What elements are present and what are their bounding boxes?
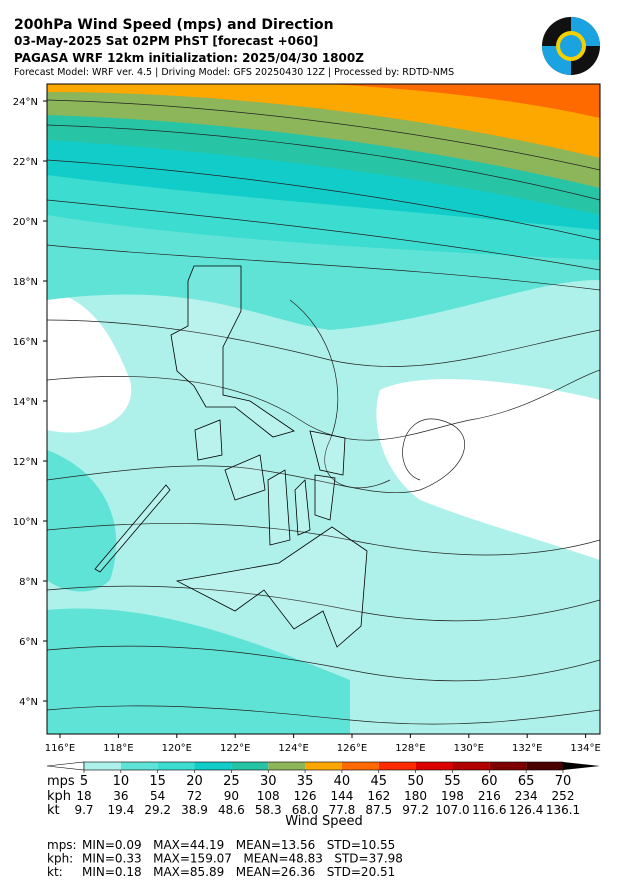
- colorbar-bin: [341, 762, 379, 770]
- stats-unit: kt:: [47, 865, 63, 879]
- colorbar-tick-label: 252: [552, 789, 575, 803]
- colorbar-tick-label: 5: [80, 774, 88, 789]
- stats-values: MIN=0.18 MAX=85.89 MEAN=26.36 STD=20.51: [82, 865, 395, 879]
- colorbar-tick-label: 20: [186, 774, 203, 789]
- lat-label: 16°N: [13, 337, 38, 348]
- colorbar-tick-label: 87.5: [365, 803, 392, 817]
- colorbar-tick-label: 65: [518, 774, 535, 789]
- colorbar-tick-label: 162: [367, 789, 390, 803]
- lon-label: 130°E: [454, 743, 484, 754]
- lon-label: 134°E: [570, 743, 600, 754]
- colorbar-bin: [84, 762, 121, 770]
- lon-label: 116°E: [45, 743, 75, 754]
- colorbar-tick-label: 144: [330, 789, 353, 803]
- stats-unit: kph:: [47, 852, 73, 866]
- colorbar-bin: [157, 762, 195, 770]
- colorbar-tick-label: 9.7: [74, 803, 93, 817]
- colorbar-bin: [378, 762, 416, 770]
- colorbar-tick-label: 10: [113, 774, 130, 789]
- colorbar-tick-label: 15: [149, 774, 166, 789]
- colorbar-tick-label: 58.3: [255, 803, 282, 817]
- lat-label: 4°N: [19, 697, 38, 708]
- lat-label: 12°N: [13, 457, 38, 468]
- logo: [542, 17, 600, 75]
- colorbar-tick-label: 19.4: [107, 803, 134, 817]
- colorbar-tick-label: 18: [76, 789, 91, 803]
- colorbar-tick-label: 45: [370, 774, 387, 789]
- stats-values: MIN=0.33 MAX=159.07 MEAN=48.83 STD=37.98: [82, 852, 403, 866]
- colorbar-bin: [452, 762, 490, 770]
- colorbar-tick-label: 108: [257, 789, 280, 803]
- colorbar-bin: [231, 762, 269, 770]
- lat-label: 24°N: [13, 97, 38, 108]
- subtitle: PAGASA WRF 12km initialization: 2025/04/…: [14, 51, 364, 65]
- lon-label: 124°E: [278, 743, 308, 754]
- colorbar-tick-label: 29.2: [144, 803, 171, 817]
- lat-label: 10°N: [13, 517, 38, 528]
- colorbar-bin: [305, 762, 342, 770]
- colorbar-tick-label: 25: [223, 774, 240, 789]
- lat-label: 22°N: [13, 157, 38, 168]
- lat-label: 14°N: [13, 397, 38, 408]
- colorbar-tick-label: 30: [260, 774, 277, 789]
- colorbar-tick-label: 126.4: [509, 803, 543, 817]
- colorbar-tick-label: 216: [478, 789, 501, 803]
- colorbar-tick-label: 70: [555, 774, 572, 789]
- lat-label: 18°N: [13, 277, 38, 288]
- colorbar-tick-label: 60: [481, 774, 498, 789]
- colorbar-tick-label: 54: [150, 789, 165, 803]
- lon-label: 132°E: [512, 743, 542, 754]
- map: [47, 84, 600, 734]
- subtitle: 03-May-2025 Sat 02PM PhST [forecast +060…: [14, 34, 318, 48]
- lon-label: 120°E: [162, 743, 192, 754]
- colorbar-row-label: kt: [47, 803, 60, 818]
- lon-label: 128°E: [395, 743, 425, 754]
- model-info: Forecast Model: WRF ver. 4.5 | Driving M…: [14, 67, 454, 78]
- colorbar-bin: [120, 762, 158, 770]
- colorbar-tick-label: 77.8: [329, 803, 356, 817]
- colorbar-tick-label: 107.0: [435, 803, 469, 817]
- lat-label: 8°N: [19, 577, 38, 588]
- colorbar-row-label: kph: [47, 789, 71, 804]
- colorbar-tick-label: 198: [441, 789, 464, 803]
- lat-label: 6°N: [19, 637, 38, 648]
- colorbar-row-label: mps: [47, 774, 75, 789]
- colorbar-tick-label: 234: [515, 789, 538, 803]
- colorbar-tick-label: 180: [404, 789, 427, 803]
- lon-label: 126°E: [337, 743, 367, 754]
- colorbar-bin: [526, 762, 563, 770]
- colorbar-tick-label: 35: [297, 774, 314, 789]
- colorbar-tick-label: 90: [224, 789, 239, 803]
- colorbar-bin: [415, 762, 453, 770]
- colorbar-bin: [268, 762, 306, 770]
- colorbar-tick-label: 36: [113, 789, 128, 803]
- colorbar-tick-label: 136.1: [546, 803, 580, 817]
- colorbar-tick-label: 40: [334, 774, 351, 789]
- colorbar-tick-label: 68.0: [292, 803, 319, 817]
- colorbar-frame: [83, 761, 564, 771]
- map-frame: [46, 83, 601, 735]
- colorbar-tick-label: 55: [444, 774, 461, 789]
- colorbar-over: [563, 762, 600, 770]
- lon-label: 118°E: [103, 743, 133, 754]
- title: 200hPa Wind Speed (mps) and Direction: [14, 17, 334, 33]
- colorbar-tick-label: 38.9: [181, 803, 208, 817]
- colorbar-label: Wind Speed: [285, 814, 363, 829]
- lon-label: 122°E: [220, 743, 250, 754]
- colorbar-tick-label: 48.6: [218, 803, 245, 817]
- colorbar-tick-label: 50: [407, 774, 424, 789]
- colorbar-under: [46, 761, 85, 771]
- stats-values: MIN=0.09 MAX=44.19 MEAN=13.56 STD=10.55: [82, 838, 395, 852]
- lat-label: 20°N: [13, 217, 38, 228]
- colorbar-tick-label: 72: [187, 789, 202, 803]
- stats-unit: mps:: [47, 838, 77, 852]
- colorbar-tick-label: 116.6: [472, 803, 506, 817]
- colorbar-bin: [489, 762, 527, 770]
- colorbar-tick-label: 97.2: [402, 803, 429, 817]
- colorbar-bin: [194, 762, 232, 770]
- colorbar-tick-label: 126: [294, 789, 317, 803]
